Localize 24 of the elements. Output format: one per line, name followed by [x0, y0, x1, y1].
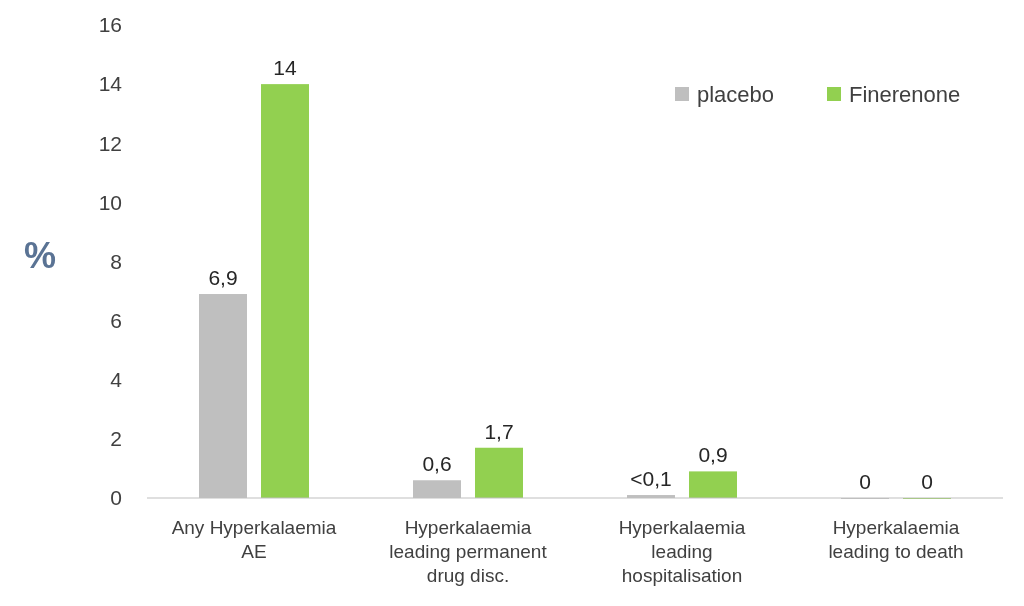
data-label: 0 — [859, 470, 871, 493]
data-label: 14 — [273, 56, 297, 80]
data-label: 6,9 — [208, 266, 238, 290]
y-tick-label: 14 — [98, 72, 123, 96]
y-tick-label: 6 — [110, 308, 122, 332]
x-tick-label: Hyperkalaemia leading to death — [828, 517, 964, 562]
y-tick-label: 10 — [98, 190, 122, 214]
legend-label: Finerenone — [849, 81, 961, 107]
data-label: 0,9 — [698, 443, 728, 467]
data-label: 1,7 — [484, 419, 514, 443]
x-tick-label: Hyperkalaemia leading permanent drug disc. — [389, 517, 548, 586]
y-tick-label: 0 — [110, 486, 122, 510]
x-tick-label: Any Hyperkalaemia AE — [171, 517, 337, 562]
data-label: 0 — [921, 470, 933, 493]
legend-label: placebo — [697, 81, 775, 107]
y-tick-label: 2 — [110, 427, 122, 451]
y-axis-title: % — [23, 235, 57, 276]
y-tick-label: 8 — [110, 249, 122, 273]
data-label: 0,6 — [422, 452, 452, 476]
y-tick-label: 12 — [98, 131, 122, 155]
data-label: <0,1 — [630, 467, 672, 491]
y-tick-label: 16 — [98, 13, 122, 37]
y-tick-label: 4 — [110, 368, 123, 392]
x-tick-label: Hyperkalaemia leading hospitalisation — [618, 517, 746, 586]
